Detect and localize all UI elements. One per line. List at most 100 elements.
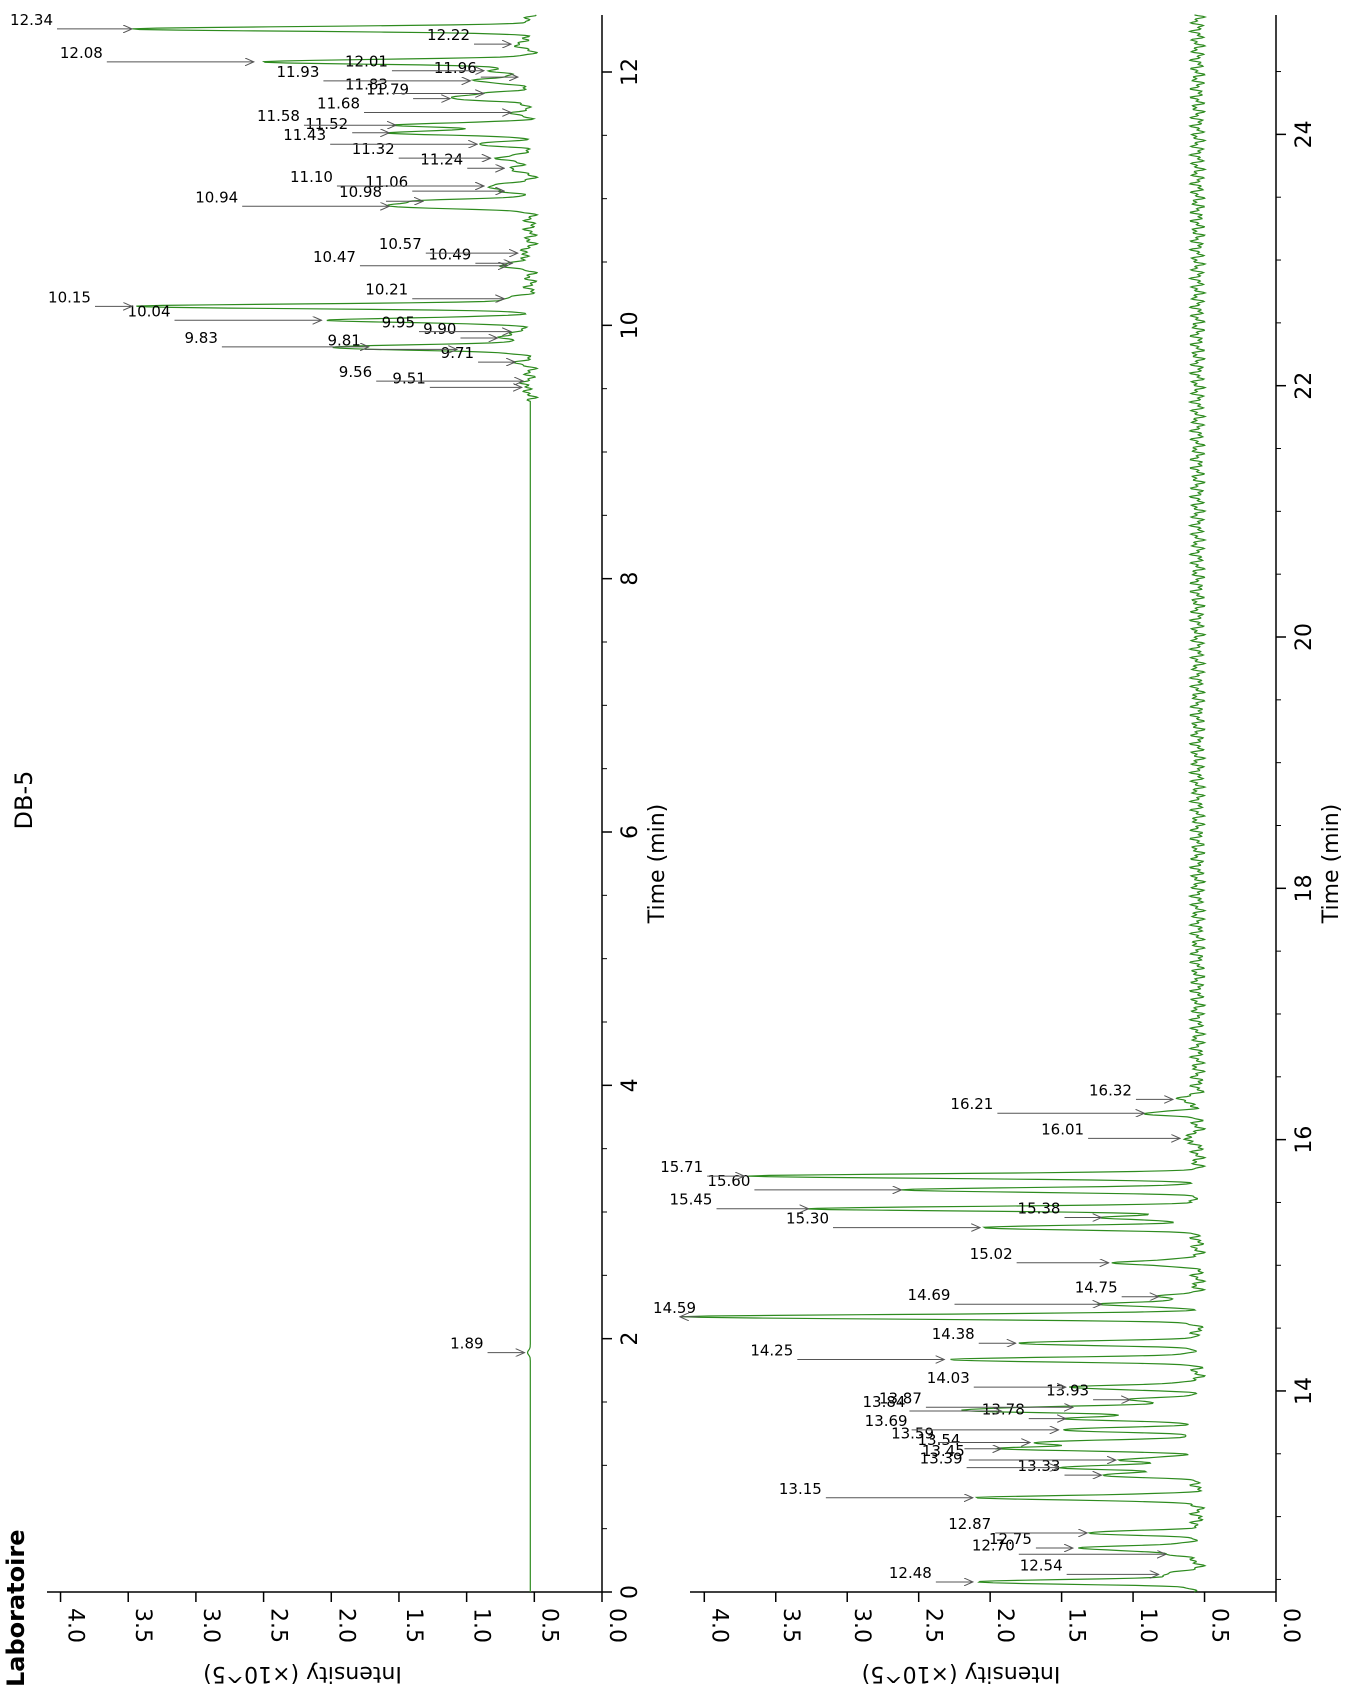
peak-label: 15.38 — [1018, 1200, 1061, 1218]
peak-label: 9.95 — [382, 314, 415, 332]
peak-label: 11.68 — [317, 95, 360, 113]
peak-label: 13.78 — [982, 1401, 1025, 1419]
peak-label: 12.01 — [345, 53, 388, 71]
peak-label: 14.03 — [927, 1369, 970, 1387]
intensity-tick-label: 3.5 — [130, 1608, 155, 1643]
time-tick-label: 14 — [1292, 1377, 1317, 1405]
time-tick-label: 4 — [618, 1078, 643, 1092]
peak-label: 11.32 — [352, 140, 395, 158]
peak-label: 12.70 — [972, 1536, 1015, 1554]
peak-label: 14.59 — [653, 1299, 696, 1317]
peak-label: 14.69 — [908, 1286, 951, 1304]
peak-label: 13.69 — [865, 1412, 908, 1430]
peak-label: 10.15 — [48, 288, 91, 306]
peak-label: 14.75 — [1075, 1279, 1118, 1297]
peak-label: 16.32 — [1089, 1081, 1132, 1099]
chart-panel-1: 0 2 4 6 8 10 12 0.0 0.5 1.0 1.5 2.0 2.5 3.0 3.5 4.0 Time… — [10, 11, 670, 1686]
peak-label: 10.47 — [313, 248, 356, 266]
intensity-tick-label: 0.5 — [1207, 1608, 1232, 1643]
peak-label: 9.90 — [423, 320, 456, 338]
peak-label: 15.71 — [660, 1158, 703, 1176]
peak-label: 12.54 — [1020, 1556, 1063, 1574]
peak-label: 10.04 — [128, 302, 171, 320]
peak-label: 14.38 — [932, 1325, 975, 1343]
peak-label: 13.39 — [920, 1450, 963, 1468]
intensity-tick-label: 2.5 — [921, 1608, 946, 1643]
intensity-tick-label: 2.0 — [333, 1608, 358, 1643]
time-tick-label: 20 — [1292, 623, 1317, 651]
peak-label: 12.48 — [889, 1564, 932, 1582]
intensity-tick-label: 4.0 — [63, 1608, 88, 1643]
intensity-tick-label: 0.0 — [604, 1608, 629, 1643]
peak-label: 10.98 — [339, 183, 382, 201]
chromatogram-trace — [681, 14, 1208, 1593]
intensity-tick-label: 3.0 — [198, 1608, 223, 1643]
peak-label: 11.06 — [365, 173, 408, 191]
intensity-tick-label: 1.5 — [1064, 1608, 1089, 1643]
time-axis-title: Time (min) — [1319, 804, 1344, 925]
intensity-tick-label: 1.0 — [1135, 1608, 1160, 1643]
peak-label: 11.24 — [420, 150, 463, 168]
peak-label: 11.79 — [366, 81, 409, 99]
peak-label: 13.59 — [891, 1424, 934, 1442]
intensity-tick-label: 0.0 — [1278, 1608, 1303, 1643]
peak-label: 11.10 — [290, 168, 333, 186]
peak-label: 11.93 — [276, 63, 319, 81]
laboratory-label: Laboratoire — [2, 1530, 30, 1687]
intensity-tick-label: 2.0 — [992, 1608, 1017, 1643]
peak-label: 1.89 — [450, 1335, 483, 1353]
time-tick-label: 12 — [618, 58, 643, 86]
time-tick-label: 22 — [1292, 372, 1317, 400]
time-tick-label: 0 — [618, 1585, 643, 1599]
time-tick-label: 24 — [1292, 120, 1317, 148]
peak-label: 16.01 — [1041, 1120, 1084, 1138]
peak-label: 13.54 — [917, 1431, 960, 1449]
peak-label: 13.84 — [862, 1393, 905, 1411]
chromatogram-trace — [132, 14, 540, 1592]
peak-label: 10.57 — [379, 235, 422, 253]
peak-label: 16.21 — [950, 1095, 993, 1113]
intensity-tick-label: 3.0 — [849, 1608, 874, 1643]
peak-label: 12.75 — [989, 1530, 1032, 1548]
peak-label: 15.45 — [670, 1191, 713, 1209]
peak-label: 9.71 — [441, 344, 474, 362]
peak-label: 11.52 — [305, 115, 348, 133]
peak-label: 12.22 — [427, 26, 470, 44]
peak-label: 15.30 — [786, 1210, 829, 1228]
intensity-tick-label: 0.5 — [536, 1608, 561, 1643]
peak-label: 13.45 — [922, 1442, 965, 1460]
peak-label: 12.08 — [60, 44, 103, 62]
peak-label: 11.43 — [283, 126, 326, 144]
intensity-tick-label: 3.5 — [778, 1608, 803, 1643]
intensity-tick-label: 1.5 — [401, 1608, 426, 1643]
time-tick-label: 18 — [1292, 874, 1317, 902]
intensity-axis-title: Intensity (×10^5) — [862, 1661, 1061, 1686]
peak-label: 9.51 — [392, 369, 425, 387]
intensity-tick-label: 4.0 — [706, 1608, 731, 1643]
peak-label: 9.83 — [184, 329, 217, 347]
peak-label: 11.83 — [345, 76, 388, 94]
intensity-axis-title: Intensity (×10^5) — [203, 1661, 402, 1686]
time-tick-label: 16 — [1292, 1126, 1317, 1154]
peak-label: 10.21 — [365, 281, 408, 299]
peak-label: 15.02 — [970, 1245, 1013, 1263]
intensity-tick-label: 2.5 — [266, 1608, 291, 1643]
time-tick-label: 10 — [618, 311, 643, 339]
peak-label: 12.34 — [10, 11, 53, 29]
peak-label: 13.87 — [879, 1389, 922, 1407]
time-axis-title: Time (min) — [645, 804, 670, 925]
peak-label: 11.58 — [257, 107, 300, 125]
peak-label: 12.87 — [948, 1515, 991, 1533]
figure-title: DB-5 — [10, 771, 38, 830]
peak-label: 10.49 — [428, 245, 471, 263]
peak-label: 14.25 — [750, 1342, 793, 1360]
peak-label: 13.93 — [1046, 1382, 1089, 1400]
peak-label: 15.60 — [707, 1172, 750, 1190]
peak-label: 9.56 — [339, 363, 372, 381]
chart-panel-2: 14 16 18 20 22 24 0.0 0.5 1.0 1.5 2.0 2.5 3.0 3.5 4.0 T… — [653, 14, 1344, 1686]
peak-label: 11.96 — [434, 59, 477, 77]
time-tick-label: 2 — [618, 1332, 643, 1346]
peak-label: 9.81 — [327, 331, 360, 349]
peak-label: 13.15 — [779, 1480, 822, 1498]
